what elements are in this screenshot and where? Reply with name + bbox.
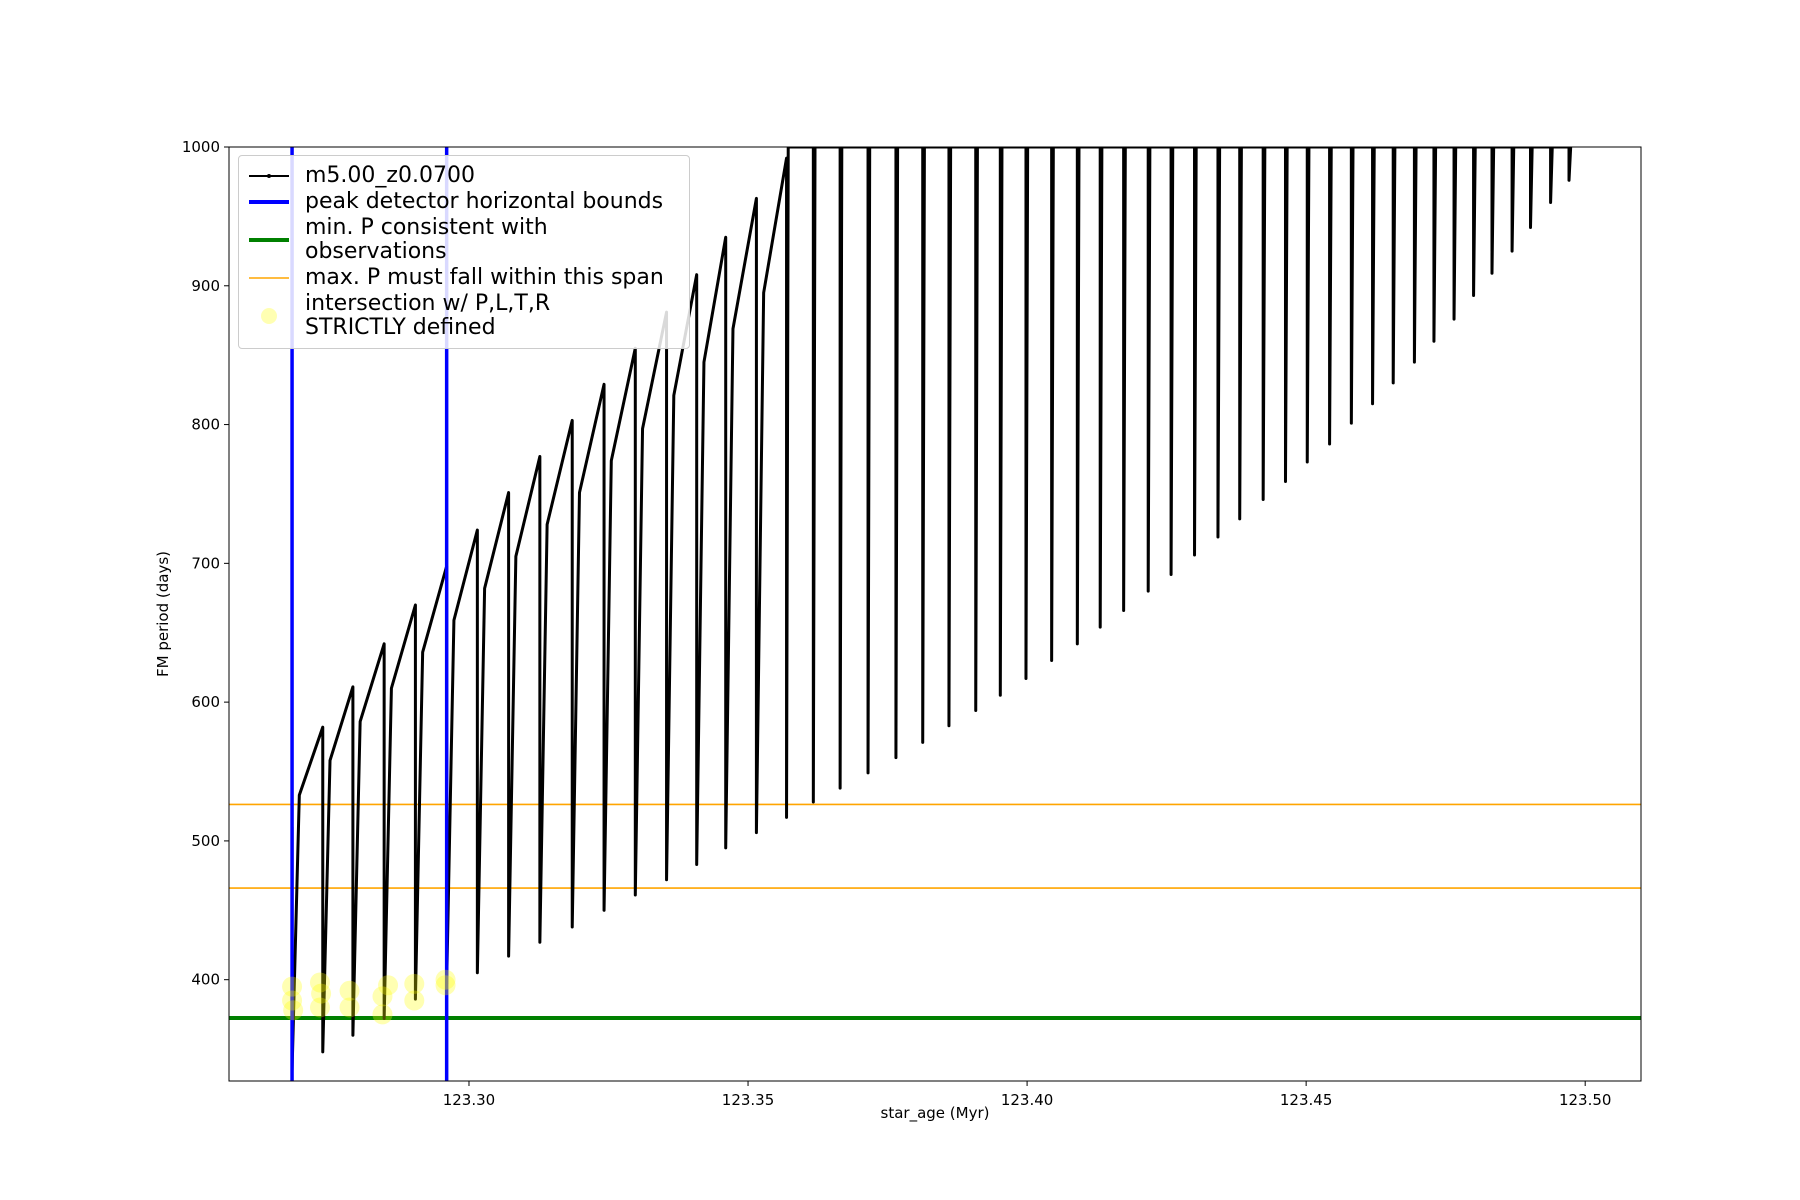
- intersection-point: [282, 990, 303, 1011]
- y-tick-label: 700: [191, 554, 220, 572]
- y-tick-label: 500: [191, 832, 220, 850]
- intersection-point: [435, 975, 456, 996]
- data-line: [290, 147, 1573, 1072]
- y-tick-label: 900: [191, 277, 220, 295]
- intersection-point: [372, 986, 393, 1007]
- intersection-point: [282, 976, 303, 997]
- y-tick-label: 400: [191, 971, 220, 989]
- intersection-point: [309, 972, 330, 993]
- x-tick-label: 123.35: [722, 1091, 775, 1109]
- legend-handle: [261, 308, 277, 324]
- intersection-point: [309, 997, 330, 1018]
- x-tick-label: 123.30: [443, 1091, 496, 1109]
- legend-label: m5.00_z0.0700: [305, 163, 475, 188]
- legend-symbol: [267, 174, 271, 178]
- legend-handle: [249, 174, 289, 178]
- legend-entry: max. P must fall within this span: [239, 266, 689, 290]
- intersection-point: [283, 1000, 304, 1021]
- legend-handle: [249, 238, 289, 242]
- legend: m5.00_z0.0700 peak detector horizontal bo…: [238, 155, 690, 349]
- legend-entry: intersection w/ P,L,T,R STRICTLY defined: [239, 292, 689, 340]
- legend-symbol: [261, 308, 277, 324]
- legend-label: max. P must fall within this span: [305, 265, 664, 290]
- intersection-point: [339, 980, 360, 1001]
- y-tick-label: 800: [191, 416, 220, 434]
- y-tick-label: 600: [191, 693, 220, 711]
- x-tick-label: 123.45: [1280, 1091, 1333, 1109]
- intersection-point: [404, 990, 425, 1011]
- x-axis-label: star_age (Myr): [881, 1104, 990, 1123]
- legend-entry: min. P consistent with observations: [239, 216, 689, 264]
- x-tick-label: 123.40: [1001, 1091, 1054, 1109]
- intersection-point: [404, 973, 425, 994]
- legend-handle: [249, 200, 289, 204]
- plot-frame: [228, 146, 1642, 1082]
- legend-entry: peak detector horizontal bounds: [239, 190, 689, 214]
- intersection-point: [435, 969, 456, 990]
- intersection-point: [339, 997, 360, 1018]
- legend-handle: [249, 277, 289, 279]
- legend-label: intersection w/ P,L,T,R STRICTLY defined: [305, 291, 551, 340]
- y-axis-label: FM period (days): [154, 551, 172, 677]
- y-tick-label: 1000: [182, 138, 220, 156]
- intersection-point: [372, 1004, 393, 1025]
- legend-entry: m5.00_z0.0700: [239, 164, 689, 188]
- legend-label: peak detector horizontal bounds: [305, 189, 664, 214]
- intersection-point: [311, 983, 332, 1004]
- x-tick-label: 123.50: [1559, 1091, 1612, 1109]
- intersection-point: [378, 975, 399, 996]
- legend-label: min. P consistent with observations: [305, 215, 548, 264]
